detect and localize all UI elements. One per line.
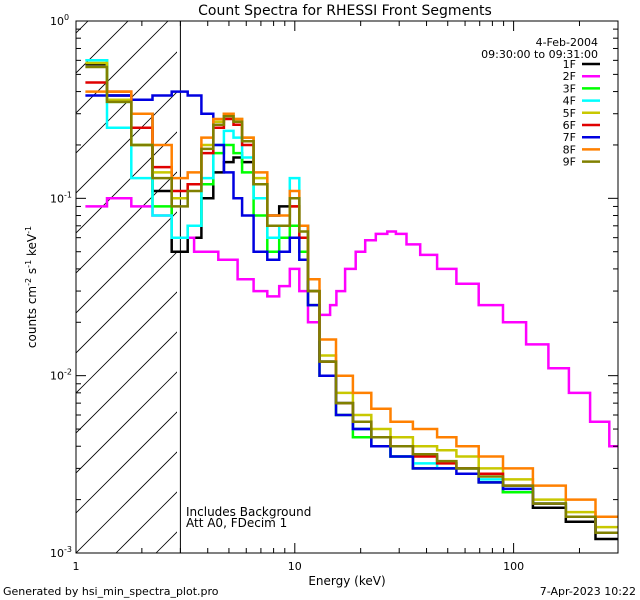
legend-time-range: 09:30:00 to 09:31:00 [481, 48, 598, 61]
hatch-line [76, 251, 177, 354]
legend-label-1F: 1F [563, 58, 576, 71]
hatch-line [76, 371, 177, 474]
y-tick-label: 100 [50, 13, 69, 28]
axis-ticks: 1 10 100 100 10-1 10-2 10-3 [50, 13, 619, 573]
hatch-line [76, 451, 177, 553]
footer-generated-by: Generated by hsi_min_spectra_plot.pro [3, 585, 219, 598]
legend-label-3F: 3F [563, 82, 576, 95]
hatch-line [76, 211, 177, 314]
series-8F [85, 90, 618, 519]
y-tick-label: 10-2 [50, 368, 72, 383]
series-layer [85, 59, 618, 541]
x-tick-label: 100 [503, 560, 524, 573]
annotation-attenuator: Att A0, FDecim 1 [186, 516, 287, 530]
hatch-line [76, 411, 177, 514]
x-axis-label: Energy (keV) [308, 574, 385, 588]
y-tick-label: 10-3 [50, 545, 72, 560]
legend-label-5F: 5F [563, 107, 576, 120]
y-axis-label: counts cm-2 s-1 keV-1 [24, 226, 39, 348]
hatch-line [76, 171, 177, 274]
legend-date: 4-Feb-2004 [536, 36, 598, 49]
hatch-line [76, 21, 169, 114]
legend-label-2F: 2F [563, 70, 576, 83]
attenuator-hatch-region [76, 21, 177, 553]
x-tick-label: 1 [73, 560, 80, 573]
legend-label-6F: 6F [563, 119, 576, 132]
series-2F [85, 197, 618, 448]
series-9F [85, 65, 618, 535]
legend-label-8F: 8F [563, 143, 576, 156]
annotation-background: Includes Background [186, 505, 311, 519]
footer-timestamp: 7-Apr-2023 10:22 [540, 585, 636, 598]
legend-label-9F: 9F [563, 156, 576, 169]
legend-label-4F: 4F [563, 95, 576, 108]
plot-frame [75, 20, 619, 554]
series-7F [85, 90, 618, 535]
hatch-line [76, 51, 177, 154]
legend: 4-Feb-2004 09:30:00 to 09:31:00 1F2F3F4F… [481, 36, 600, 169]
y-tick-label: 10-1 [50, 190, 72, 205]
chart-title: Count Spectra for RHESSI Front Segments [198, 3, 492, 19]
hatch-line [76, 21, 129, 74]
x-tick-label: 10 [288, 560, 302, 573]
legend-label-7F: 7F [563, 131, 576, 144]
